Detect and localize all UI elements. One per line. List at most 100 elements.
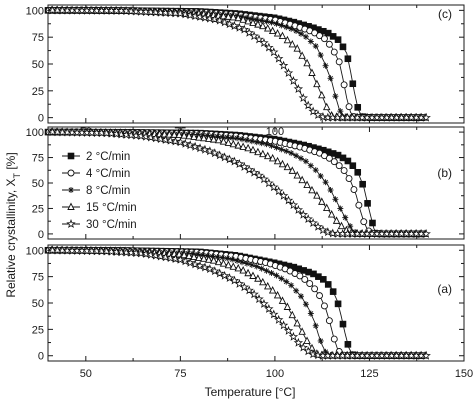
data-point	[273, 156, 282, 165]
data-point	[273, 53, 284, 63]
data-point	[243, 260, 250, 267]
y-tick-label: 100	[26, 5, 44, 17]
data-point	[288, 75, 299, 85]
panel-a: 0 25 50 75 100 50 75 100 125 150 (a)	[26, 244, 473, 380]
data-point	[175, 130, 183, 139]
series-line	[47, 249, 427, 357]
data-point	[234, 135, 241, 142]
data-point	[229, 134, 236, 141]
data-point	[316, 292, 323, 300]
y-axis-label: Relative crystallinity, XT [%]	[4, 152, 22, 297]
data-point	[332, 196, 339, 203]
data-point	[253, 16, 260, 23]
data-point	[273, 314, 284, 324]
data-point	[185, 131, 193, 140]
data-point	[259, 149, 267, 158]
data-point	[303, 180, 311, 188]
data-point	[298, 293, 305, 300]
data-point	[136, 131, 146, 141]
data-point	[322, 102, 331, 111]
data-point	[278, 275, 285, 282]
data-point	[350, 186, 358, 193]
data-point	[273, 272, 280, 279]
series-line	[47, 249, 427, 357]
data-point	[306, 280, 314, 288]
data-point	[317, 52, 324, 59]
data-point	[165, 130, 174, 138]
x-tick-label: 75	[174, 368, 186, 380]
y-tick-label: 25	[32, 86, 44, 98]
data-point	[234, 141, 242, 149]
data-point	[190, 11, 200, 21]
data-point	[298, 327, 306, 335]
y-tick-label: 50	[32, 298, 44, 310]
data-point	[283, 162, 292, 171]
data-point	[264, 178, 274, 188]
legend-marker	[67, 169, 75, 177]
data-point	[224, 154, 235, 164]
data-point	[146, 249, 156, 259]
data-point	[298, 93, 308, 103]
data-point	[263, 281, 272, 290]
data-point	[288, 150, 295, 157]
data-point	[303, 346, 313, 356]
data-point	[268, 26, 277, 35]
data-point	[204, 255, 213, 263]
data-point	[303, 214, 313, 224]
data-point	[175, 137, 186, 147]
data-point	[302, 33, 309, 40]
data-point	[170, 136, 181, 146]
data-point	[330, 158, 338, 166]
data-point	[239, 142, 247, 150]
data-point	[324, 281, 332, 288]
panel-frame	[47, 4, 465, 124]
series-open-star	[47, 245, 431, 360]
data-point	[244, 143, 252, 152]
data-point	[175, 254, 186, 264]
data-point	[293, 27, 300, 34]
x-tick-label: 100	[266, 368, 284, 380]
data-point	[303, 100, 313, 110]
data-point	[318, 225, 328, 235]
data-point	[175, 249, 183, 258]
x-axis-label: Temperature [°C]	[205, 385, 296, 399]
data-point	[334, 300, 342, 308]
data-point	[224, 12, 233, 20]
data-point	[234, 263, 242, 272]
legend-entry: 15 °C/min	[62, 202, 137, 214]
data-point	[200, 133, 208, 142]
data-point	[180, 256, 190, 266]
legend-entry: 8 °C/min	[62, 185, 130, 197]
legend-entry: 2 °C/min	[62, 151, 130, 163]
data-point	[313, 79, 321, 88]
data-point	[185, 251, 193, 260]
data-point	[244, 164, 254, 174]
data-point	[205, 264, 215, 274]
data-point	[327, 210, 336, 218]
data-point	[302, 301, 309, 308]
data-point	[421, 350, 431, 360]
data-point	[190, 141, 200, 151]
data-point	[283, 302, 292, 310]
data-point	[339, 43, 347, 51]
data-point	[136, 248, 146, 258]
data-point	[298, 209, 308, 219]
data-point	[313, 110, 323, 119]
data-point	[200, 12, 210, 22]
y-tick-label: 50	[32, 178, 44, 190]
data-point	[288, 39, 297, 48]
data-point	[254, 20, 262, 28]
data-point	[249, 289, 259, 299]
data-point	[288, 331, 299, 341]
data-point	[311, 285, 319, 293]
data-point	[345, 103, 353, 111]
data-point	[180, 131, 188, 139]
data-point	[165, 253, 176, 263]
series-open-star	[47, 5, 431, 122]
data-point	[325, 154, 333, 162]
data-point	[317, 337, 324, 344]
data-point	[146, 132, 156, 142]
y-axis-label-subscript: T	[12, 173, 22, 179]
